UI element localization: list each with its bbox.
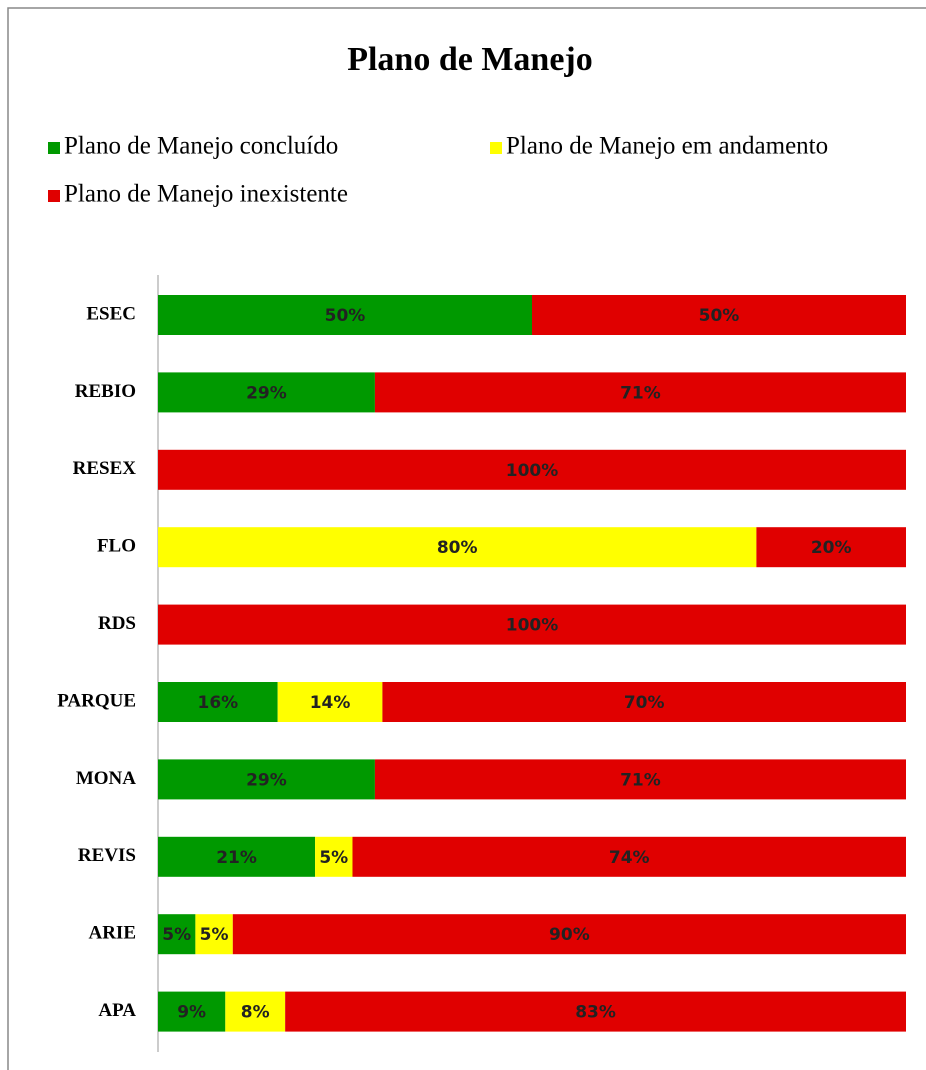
data-label: 90% xyxy=(549,925,590,945)
data-label: 5% xyxy=(162,925,191,945)
y-tick-label: REVIS xyxy=(78,845,136,866)
bar-segment xyxy=(158,836,316,877)
bar-segment xyxy=(532,295,906,335)
data-label: 100% xyxy=(506,616,559,636)
bar-segment xyxy=(158,372,375,413)
data-label: 80% xyxy=(437,538,478,558)
data-label: 14% xyxy=(310,693,351,713)
y-tick-label: ESEC xyxy=(86,303,136,324)
y-tick-label: PARQUE xyxy=(57,690,136,711)
y-tick-label: MONA xyxy=(76,768,136,789)
bar-segment xyxy=(374,759,906,800)
data-label: 83% xyxy=(575,1003,616,1023)
bar-segment xyxy=(225,991,286,1032)
bar-segment xyxy=(158,604,906,645)
y-tick-label: ARIE xyxy=(88,923,136,944)
bar-segment xyxy=(315,836,353,877)
chart-title: Plano de Manejo xyxy=(347,41,593,78)
data-label: 9% xyxy=(177,1003,206,1023)
bar-segment xyxy=(232,914,907,955)
data-label: 70% xyxy=(624,693,665,713)
bar-segment xyxy=(374,372,906,413)
y-tick-label: REBIO xyxy=(75,381,136,402)
bar-segment xyxy=(285,991,906,1032)
data-label: 29% xyxy=(246,770,287,790)
bar-segment xyxy=(756,527,906,568)
legend-label: Plano de Manejo em andamento xyxy=(506,133,828,160)
bar-segment xyxy=(158,527,757,568)
legend-label: Plano de Manejo inexistente xyxy=(64,181,348,208)
bar-segment xyxy=(158,682,278,722)
bar-segment xyxy=(158,449,906,490)
y-tick-label: APA xyxy=(98,1000,136,1021)
bar-segment xyxy=(158,991,226,1032)
data-label: 5% xyxy=(319,848,348,868)
data-label: 50% xyxy=(699,306,740,326)
data-label: 20% xyxy=(811,538,852,558)
data-label: 8% xyxy=(241,1003,270,1023)
data-label: 74% xyxy=(609,848,650,868)
legend-label: Plano de Manejo concluído xyxy=(64,133,338,160)
data-label: 21% xyxy=(216,848,257,868)
bar-segment xyxy=(158,759,375,800)
legend-swatch xyxy=(490,142,502,154)
data-label: 50% xyxy=(325,306,366,326)
data-label: 5% xyxy=(200,925,229,945)
y-tick-label: RESEX xyxy=(73,458,137,479)
data-label: 71% xyxy=(620,383,661,403)
bar-segment xyxy=(195,914,233,955)
bar-segment xyxy=(277,682,383,722)
data-label: 71% xyxy=(620,770,661,790)
data-label: 16% xyxy=(197,693,238,713)
bar-segment xyxy=(352,836,907,877)
y-tick-label: RDS xyxy=(98,613,136,634)
data-label: 100% xyxy=(506,461,559,481)
legend-swatch xyxy=(48,190,60,202)
y-tick-label: FLO xyxy=(97,536,136,557)
data-label: 29% xyxy=(246,383,287,403)
bar-segment xyxy=(158,914,196,955)
bar-segment xyxy=(382,682,906,722)
bar-segment xyxy=(158,295,532,335)
legend-swatch xyxy=(48,142,60,154)
